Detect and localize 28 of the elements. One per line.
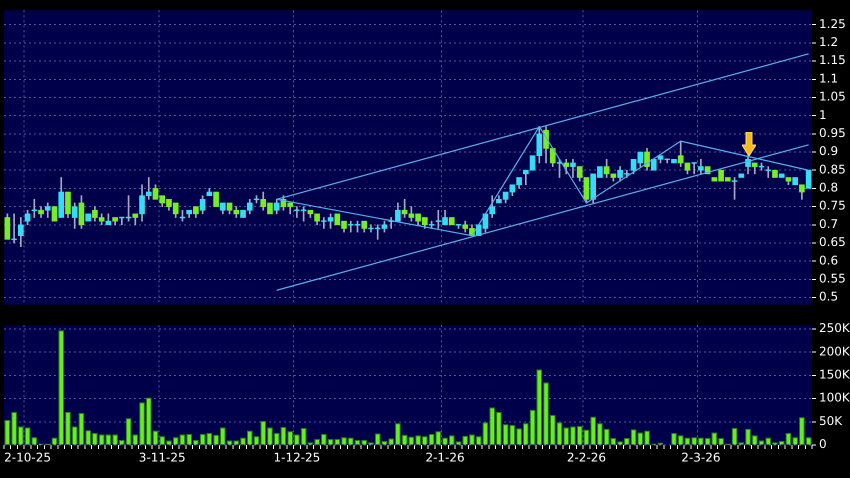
- y-tick-label: 1.25: [819, 16, 846, 31]
- y-tick-label: 0.7: [819, 216, 838, 231]
- y-tick-label: 100K: [819, 390, 850, 405]
- x-tick-label: 1-12-25: [273, 450, 320, 464]
- y-tick-label: 0.75: [819, 198, 846, 213]
- x-tick-label: 2-3-26: [681, 450, 720, 464]
- y-tick-label: 1.15: [819, 53, 846, 68]
- x-tick-label: 2-10-25: [4, 450, 51, 464]
- y-tick-label: 0.5: [819, 290, 838, 304]
- y-tick-label: 250K: [819, 321, 850, 336]
- x-tick-label: 2-1-26: [425, 450, 465, 464]
- y-tick-label: 150K: [819, 367, 850, 382]
- y-tick-label: 1: [819, 108, 827, 122]
- y-tick-label: 0.55: [819, 271, 846, 286]
- y-tick-label: 200K: [819, 344, 850, 358]
- y-tick-label: 1.1: [819, 71, 838, 86]
- y-tick-label: 1.2: [819, 35, 838, 50]
- y-tick-label: 50K: [819, 414, 844, 428]
- y-tick-label: 0.65: [819, 235, 846, 250]
- y-tick-label: 0: [819, 437, 827, 452]
- y-tick-label: 0.8: [819, 180, 838, 195]
- y-tick-label: 0.95: [819, 126, 846, 140]
- y-tick-label: 0.9: [819, 144, 838, 158]
- y-tick-label: 1.05: [819, 90, 846, 104]
- y-tick-label: 0.6: [819, 253, 838, 268]
- x-tick-label: 2-2-26: [566, 450, 606, 464]
- x-tick-label: 3-11-25: [138, 450, 186, 464]
- y-tick-label: 0.85: [819, 162, 846, 176]
